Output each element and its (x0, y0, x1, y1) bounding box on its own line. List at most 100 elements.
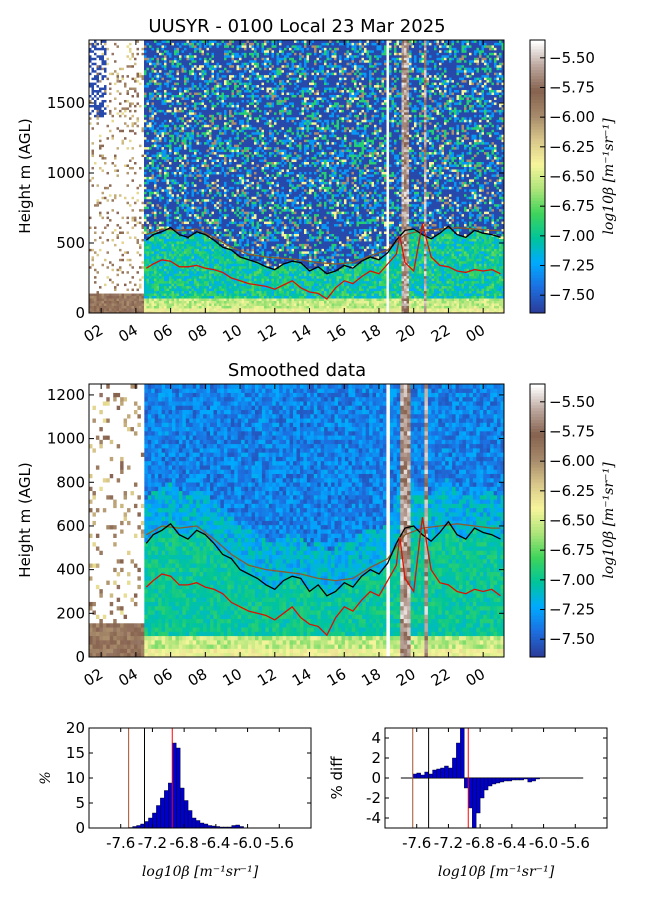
heatmap-cell (144, 221, 147, 225)
heatmap-cell (114, 154, 117, 158)
heatmap-cell (99, 310, 102, 314)
heatmap-cell (171, 174, 175, 177)
heatmap-cell (119, 216, 122, 220)
heatmap-cell (161, 193, 165, 197)
heatmap-cell (116, 198, 120, 202)
heatmap-cell (149, 298, 152, 301)
heatmap-cell (94, 109, 97, 113)
heatmap-cell (201, 213, 205, 217)
heatmap-cell (136, 250, 140, 254)
heatmap-cell (196, 161, 200, 165)
heatmap-cell (139, 231, 142, 234)
heatmap-cell (159, 159, 162, 163)
heatmap-cell (139, 69, 142, 73)
heatmap-cell (116, 126, 120, 130)
heatmap-cell (151, 308, 155, 311)
heatmap-cell (106, 231, 110, 234)
heatmap-cell (149, 131, 152, 135)
heatmap-cell (119, 203, 122, 207)
heatmap-cell (124, 166, 127, 170)
heatmap-cell (199, 248, 202, 252)
heatmap-cell (181, 111, 185, 115)
heatmap-cell (164, 144, 167, 148)
heatmap-cell (101, 186, 105, 190)
heatmap-cell (89, 273, 92, 277)
heatmap-cell (151, 40, 155, 43)
heatmap-cell (146, 303, 150, 306)
heatmap-cell (156, 273, 160, 277)
heatmap-cell (169, 159, 172, 163)
heatmap-cell (96, 188, 100, 192)
heatmap-cell (101, 250, 105, 254)
heatmap-cell (144, 298, 147, 301)
heatmap-cell (119, 268, 122, 272)
heatmap-cell (99, 89, 102, 93)
heatmap-cell (164, 218, 167, 222)
heatmap-cell (131, 258, 135, 262)
heatmap-cell (154, 139, 157, 143)
heatmap-cell (104, 174, 107, 177)
heatmap-cell (116, 213, 120, 217)
heatmap-cell (131, 144, 135, 148)
heatmap-cell (111, 159, 115, 163)
heatmap-cell (99, 42, 102, 46)
heatmap-cell (144, 198, 147, 202)
heatmap-cell (156, 226, 160, 230)
heatmap-cell (91, 114, 95, 118)
heatmap-cell (129, 69, 132, 73)
heatmap-cell (141, 54, 145, 58)
heatmap-cell (109, 102, 112, 105)
heatmap-cell (196, 141, 200, 145)
heatmap-cell (96, 111, 100, 115)
heatmap-cell (109, 216, 112, 220)
heatmap-cell (156, 74, 160, 78)
heatmap-cell (181, 300, 185, 304)
heatmap-cell (166, 169, 170, 172)
heatmap-cell (121, 245, 125, 249)
heatmap-cell (189, 164, 192, 167)
heatmap-cell (194, 221, 197, 225)
heatmap-cell (156, 84, 160, 88)
heatmap-cell (171, 243, 175, 247)
heatmap-cell (154, 99, 157, 103)
heatmap-cell (186, 74, 190, 78)
heatmap-cell (109, 54, 112, 58)
heatmap-cell (129, 126, 132, 130)
heatmap-cell (111, 188, 115, 192)
heatmap-cell (116, 236, 120, 239)
heatmap-cell (119, 111, 122, 115)
heatmap-cell (111, 144, 115, 148)
heatmap-cell (174, 136, 177, 140)
heatmap-cell (104, 134, 107, 138)
heatmap-cell (134, 248, 137, 252)
heatmap-cell (191, 275, 195, 279)
heatmap-cell (131, 273, 135, 277)
heatmap-cell (199, 62, 202, 66)
heatmap-cell (169, 166, 172, 170)
heatmap-cell (139, 72, 142, 76)
heatmap-cell (109, 193, 112, 197)
heatmap-cell (151, 216, 155, 220)
heatmap-cell (161, 69, 165, 73)
heatmap-cell (126, 191, 130, 195)
heatmap-cell (171, 104, 175, 108)
heatmap-cell (149, 57, 152, 61)
heatmap-cell (111, 288, 115, 292)
heatmap-cell (114, 305, 117, 309)
heatmap-cell (101, 196, 105, 200)
heatmap-cell (176, 72, 180, 76)
heatmap-cell (131, 149, 135, 153)
heatmap-cell (126, 144, 130, 148)
heatmap-cell (104, 114, 107, 118)
heatmap-cell (124, 273, 127, 277)
heatmap-cell (181, 310, 185, 314)
heatmap-cell (116, 99, 120, 103)
heatmap-cell (109, 129, 112, 133)
heatmap-cell (139, 79, 142, 83)
heatmap-cell (181, 79, 185, 83)
heatmap-cell (179, 111, 182, 115)
heatmap-cell (151, 72, 155, 76)
heatmap-cell (89, 74, 92, 78)
heatmap-cell (191, 72, 195, 76)
heatmap-cell (159, 260, 162, 264)
